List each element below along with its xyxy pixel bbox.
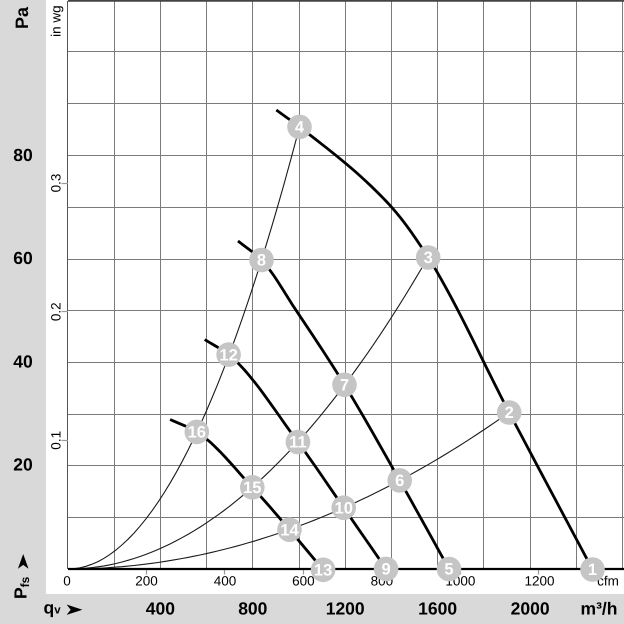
svg-text:600: 600 — [292, 574, 315, 589]
svg-text:8: 8 — [257, 252, 266, 270]
svg-text:1200: 1200 — [326, 599, 365, 619]
svg-text:12: 12 — [219, 346, 237, 364]
svg-text:0.1: 0.1 — [49, 431, 64, 450]
svg-text:3: 3 — [424, 249, 433, 267]
svg-text:200: 200 — [135, 574, 158, 589]
svg-text:4: 4 — [295, 119, 305, 137]
svg-text:2: 2 — [505, 404, 514, 422]
svg-text:m³/h: m³/h — [581, 599, 618, 619]
svg-text:Pa: Pa — [12, 6, 32, 29]
svg-text:2000: 2000 — [511, 599, 550, 619]
svg-text:cfm: cfm — [597, 574, 619, 589]
svg-text:800: 800 — [238, 599, 267, 619]
svg-text:11: 11 — [289, 434, 306, 452]
svg-text:5: 5 — [444, 561, 453, 579]
svg-text:0: 0 — [63, 574, 71, 589]
svg-text:20: 20 — [13, 455, 33, 475]
svg-text:7: 7 — [340, 377, 349, 395]
svg-text:10: 10 — [335, 499, 353, 517]
svg-text:15: 15 — [243, 479, 261, 497]
svg-text:13: 13 — [314, 562, 332, 580]
svg-text:0.3: 0.3 — [49, 174, 64, 193]
svg-text:1: 1 — [588, 561, 597, 579]
svg-text:14: 14 — [280, 521, 299, 539]
svg-text:0.2: 0.2 — [49, 302, 64, 321]
svg-text:1200: 1200 — [524, 574, 554, 589]
svg-text:60: 60 — [13, 248, 33, 268]
svg-text:1600: 1600 — [418, 599, 457, 619]
svg-text:in wg: in wg — [49, 5, 64, 37]
svg-text:80: 80 — [13, 145, 33, 165]
svg-text:40: 40 — [13, 352, 33, 372]
svg-text:9: 9 — [382, 561, 391, 579]
svg-text:400: 400 — [214, 574, 237, 589]
svg-text:6: 6 — [395, 472, 404, 490]
svg-text:400: 400 — [146, 599, 175, 619]
svg-text:16: 16 — [188, 424, 206, 442]
